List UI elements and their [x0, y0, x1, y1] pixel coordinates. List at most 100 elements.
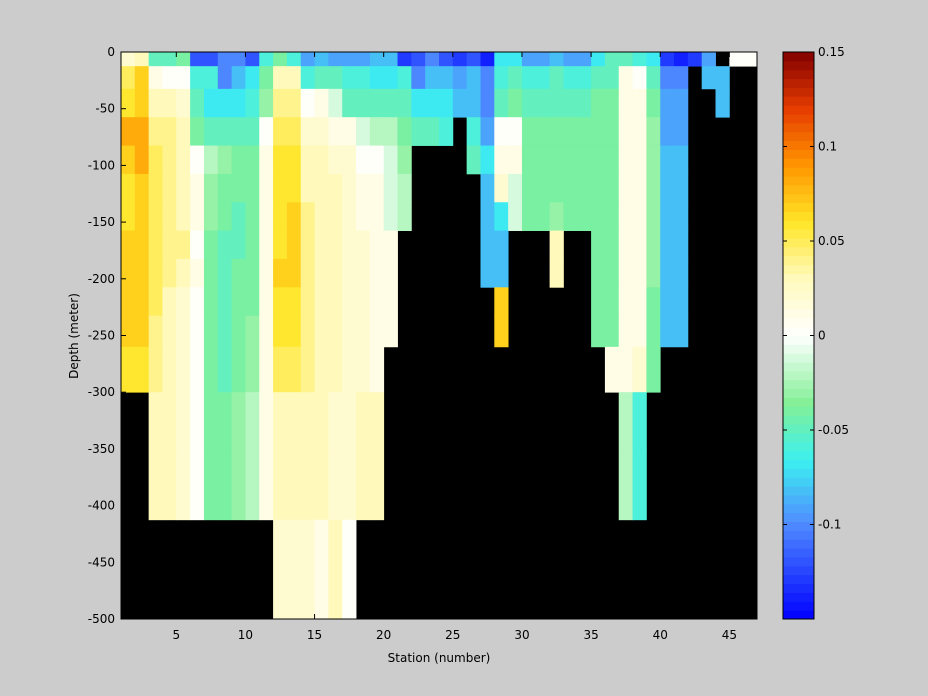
heatmap-cell — [162, 173, 177, 203]
heatmap-cell — [286, 202, 302, 231]
heatmap-cell — [577, 145, 592, 175]
heatmap-cell — [674, 52, 689, 67]
heatmap-cell — [549, 88, 564, 118]
heatmap-cell — [701, 52, 716, 67]
heatmap-cell — [286, 448, 302, 521]
heatmap-cell — [369, 66, 385, 90]
heatmap-cell — [148, 173, 163, 203]
heatmap-cell — [604, 315, 620, 348]
x-tick-label: 5 — [172, 628, 180, 642]
heatmap-cell — [674, 173, 689, 203]
heatmap-cell — [121, 287, 136, 317]
heatmap-cell — [245, 52, 260, 67]
colorbar-segment — [783, 300, 814, 310]
heatmap-cell — [328, 258, 343, 288]
heatmap-cell — [134, 315, 150, 348]
heatmap-cell — [646, 287, 661, 317]
heatmap-cell — [245, 173, 260, 203]
heatmap-cell — [300, 519, 315, 620]
heatmap-cell — [286, 145, 302, 175]
heatmap-cell — [217, 88, 233, 118]
colorbar-segment — [783, 397, 814, 407]
heatmap-cell — [300, 52, 315, 67]
colorbar-segment — [783, 220, 814, 230]
heatmap-cell — [577, 88, 592, 118]
heatmap-cell — [439, 52, 454, 67]
heatmap-cell — [383, 117, 398, 146]
colorbar-segment — [783, 158, 814, 168]
heatmap-cell — [521, 66, 537, 90]
heatmap-cell — [508, 52, 523, 67]
heatmap-cell — [259, 315, 274, 348]
heatmap-cell — [121, 52, 136, 67]
heatmap-cell — [121, 315, 136, 348]
heatmap-cell — [383, 315, 398, 348]
heatmap-cell — [397, 88, 412, 118]
heatmap-cell — [121, 346, 136, 393]
colorbar-segment — [783, 273, 814, 283]
heatmap-cell — [591, 52, 606, 67]
x-tick-label: 30 — [514, 628, 529, 642]
heatmap-cell — [743, 52, 758, 67]
heatmap-cell — [217, 287, 233, 317]
heatmap-cell — [632, 230, 647, 260]
colorbar-segment — [783, 140, 814, 150]
colorbar-segment — [783, 335, 814, 345]
colorbar-segment — [783, 229, 814, 239]
heatmap-cell — [190, 117, 205, 146]
heatmap-cell — [328, 145, 343, 175]
heatmap-cell — [328, 519, 343, 620]
heatmap-cell — [273, 66, 288, 90]
heatmap-cell — [508, 88, 523, 118]
heatmap-cell — [521, 145, 537, 175]
colorbar-segment — [783, 424, 814, 434]
heatmap-cell — [535, 117, 551, 146]
heatmap-cell — [604, 117, 620, 146]
heatmap-cell — [521, 117, 537, 146]
heatmap-cell — [300, 230, 315, 260]
heatmap-cell — [646, 173, 661, 203]
colorbar-tick-label: 0.05 — [818, 234, 845, 248]
heatmap-cell — [286, 66, 302, 90]
heatmap-cell — [217, 145, 233, 175]
colorbar-segment — [783, 388, 814, 399]
heatmap-cell — [632, 315, 647, 348]
colorbar-segment — [783, 486, 814, 496]
heatmap-cell — [259, 392, 274, 450]
heatmap-cell — [217, 448, 233, 521]
heatmap-cell — [646, 117, 661, 146]
heatmap-cell — [203, 315, 219, 348]
heatmap-cell — [231, 52, 246, 67]
heatmap-cell — [521, 52, 537, 67]
y-tick-label: -350 — [88, 442, 115, 456]
heatmap-cell — [273, 173, 288, 203]
colorbar-segment — [783, 592, 814, 602]
heatmap-cell — [632, 346, 647, 393]
heatmap-cell — [190, 448, 205, 521]
heatmap-cell — [549, 145, 564, 175]
heatmap-cell — [148, 315, 163, 348]
heatmap-cell — [356, 202, 371, 231]
heatmap-cell — [618, 258, 633, 288]
colorbar-segment — [783, 211, 814, 221]
heatmap-cell — [300, 448, 315, 521]
x-tick-label: 20 — [376, 628, 391, 642]
heatmap-cell — [121, 230, 136, 260]
y-tick-label: -250 — [88, 329, 115, 343]
heatmap-cell — [134, 52, 150, 67]
heatmap-cell — [286, 52, 302, 67]
heatmap-cell — [480, 117, 495, 146]
heatmap-cell — [411, 52, 426, 67]
colorbar-segment — [783, 114, 814, 124]
heatmap-cell — [439, 88, 454, 118]
colorbar-segment — [783, 122, 814, 133]
heatmap-cell — [176, 145, 191, 175]
heatmap-cell — [604, 346, 620, 393]
heatmap-cell — [466, 117, 481, 146]
heatmap-cell — [563, 173, 578, 203]
heatmap-cell — [508, 202, 523, 231]
heatmap-cell — [632, 392, 647, 450]
heatmap-cell — [369, 202, 385, 231]
heatmap-cell — [356, 315, 371, 348]
colorbar-segment — [783, 193, 814, 204]
